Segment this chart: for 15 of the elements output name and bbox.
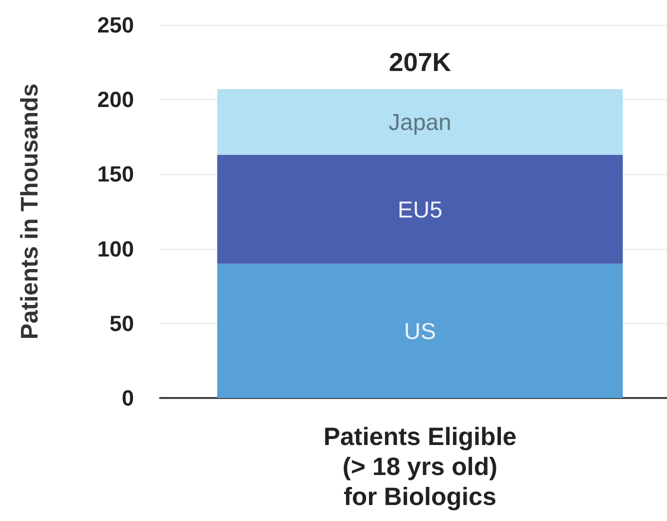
- bar: [217, 264, 623, 398]
- series-label: US: [404, 318, 436, 344]
- series-label: Japan: [388, 108, 452, 135]
- y-tick-label: 0: [122, 386, 134, 410]
- y-tick-label: 100: [97, 236, 134, 262]
- total-label: 207K: [388, 47, 452, 78]
- series-label: EU5: [398, 196, 442, 222]
- bar: [217, 89, 623, 155]
- y-tick-label: 150: [97, 162, 134, 187]
- bar: [217, 154, 623, 264]
- y-tick-label: 50: [110, 310, 134, 336]
- x-tick-label: Patients Eligible (> 18 yrs old) for Biologics: [323, 423, 517, 511]
- y-tick-label: 200: [97, 87, 134, 112]
- y-axis-title: Patients in Thousands: [16, 83, 44, 340]
- y-tick-label: 250: [97, 12, 134, 38]
